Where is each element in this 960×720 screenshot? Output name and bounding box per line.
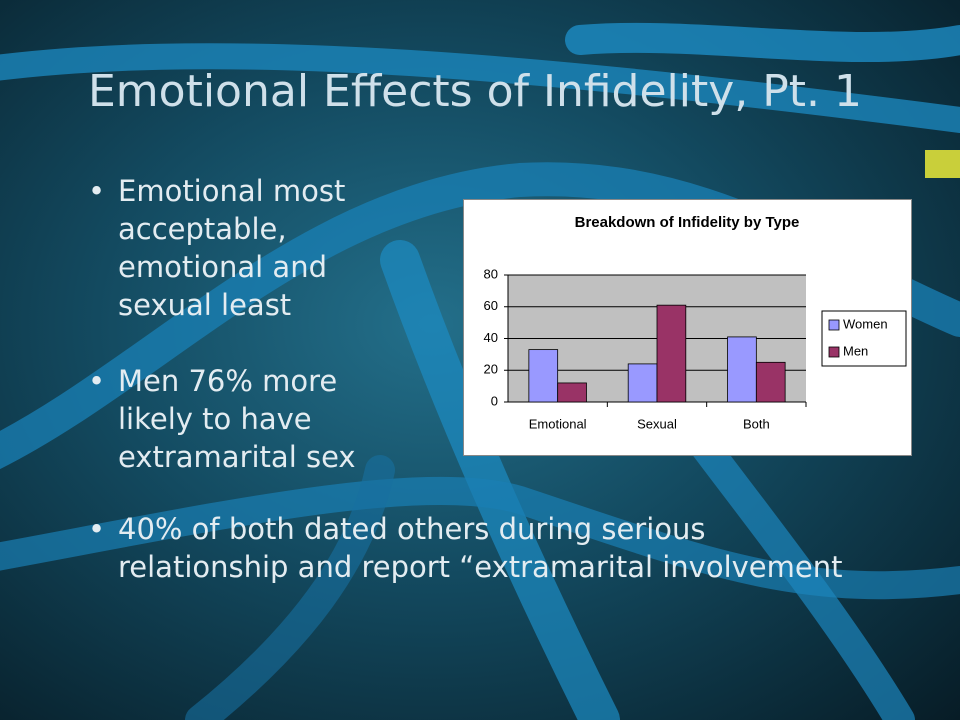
bar: [627, 363, 658, 403]
legend-label: Men: [843, 343, 868, 358]
bar: [528, 349, 559, 403]
chart: Breakdown of Infidelity by Type 0 20 40 60 8…: [463, 199, 912, 456]
y-tick-label: 60: [484, 298, 498, 313]
x-tick-label: Both: [743, 416, 770, 431]
bar: [755, 361, 786, 403]
bullet: Emotional most acceptable, emotional and…: [88, 172, 408, 324]
x-tick-label: Emotional: [529, 416, 587, 431]
y-tick-label: 80: [484, 266, 498, 281]
bar: [727, 336, 757, 403]
slide-title: Emotional Effects of Infidelity, Pt. 1: [88, 66, 863, 117]
y-tick-label: 0: [491, 393, 498, 408]
x-tick-label: Sexual: [637, 416, 677, 431]
y-tick-label: 40: [484, 330, 498, 345]
bar: [656, 304, 687, 403]
legend-swatch: [828, 346, 840, 358]
bullet: Men 76% more likely to have extramarital…: [88, 362, 408, 476]
legend-label: Women: [843, 316, 888, 331]
legend-swatch: [828, 319, 840, 331]
bullet: 40% of both dated others during serious …: [88, 510, 878, 586]
bar: [557, 382, 587, 403]
chart-title: Breakdown of Infidelity by Type: [575, 214, 800, 231]
y-tick-label: 20: [484, 362, 498, 377]
